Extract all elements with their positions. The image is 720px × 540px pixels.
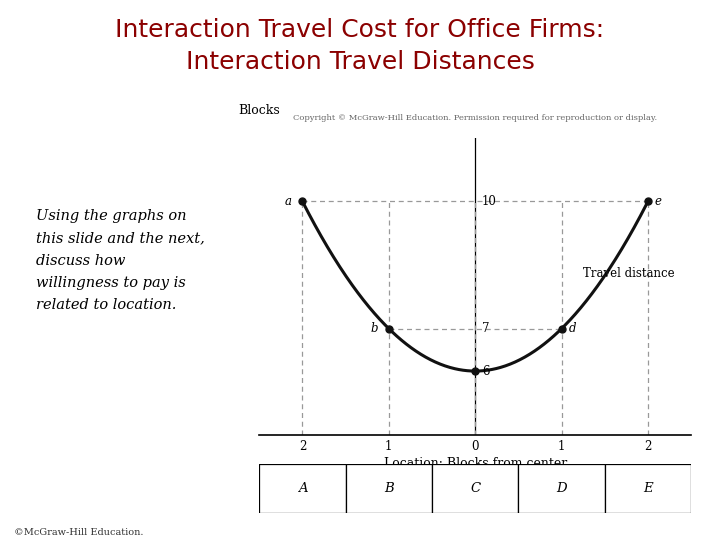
X-axis label: Location: Blocks from center: Location: Blocks from center	[384, 457, 567, 470]
Text: Interaction Travel Cost for Office Firms:: Interaction Travel Cost for Office Firms…	[115, 18, 605, 42]
Text: 10: 10	[482, 195, 497, 208]
Text: Using the graphs on
this slide and the next,
discuss how
willingness to pay is
r: Using the graphs on this slide and the n…	[35, 209, 204, 312]
FancyBboxPatch shape	[259, 464, 691, 513]
Text: B: B	[384, 482, 394, 495]
FancyBboxPatch shape	[14, 164, 242, 366]
Text: Interaction Travel Distances: Interaction Travel Distances	[186, 50, 534, 74]
Text: 7: 7	[482, 322, 490, 335]
Text: Copyright © McGraw-Hill Education. Permission required for reproduction or displ: Copyright © McGraw-Hill Education. Permi…	[293, 114, 657, 122]
FancyBboxPatch shape	[259, 464, 346, 513]
FancyBboxPatch shape	[432, 464, 518, 513]
Text: e: e	[655, 195, 662, 208]
Text: Blocks: Blocks	[238, 104, 280, 117]
Text: ©McGraw-Hill Education.: ©McGraw-Hill Education.	[14, 528, 144, 537]
Text: C: C	[470, 482, 480, 495]
Text: Travel distance: Travel distance	[583, 267, 675, 280]
Text: d: d	[569, 322, 576, 335]
Text: A: A	[297, 482, 307, 495]
Text: E: E	[643, 482, 653, 495]
FancyBboxPatch shape	[605, 464, 691, 513]
Text: b: b	[371, 322, 379, 335]
Text: a: a	[285, 195, 292, 208]
Text: D: D	[557, 482, 567, 495]
FancyBboxPatch shape	[346, 464, 432, 513]
FancyBboxPatch shape	[518, 464, 605, 513]
Text: 6: 6	[482, 364, 490, 377]
